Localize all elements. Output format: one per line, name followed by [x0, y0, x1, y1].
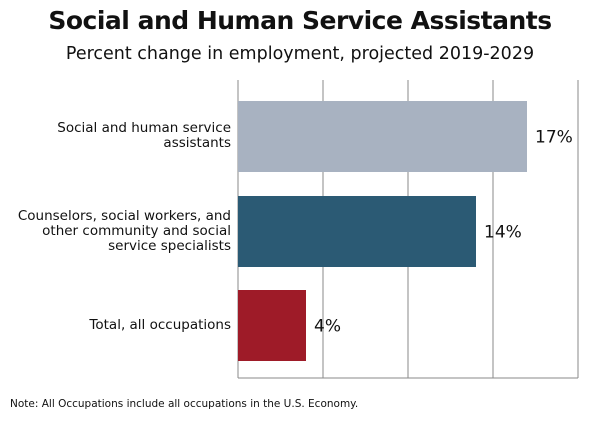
chart-title: Social and Human Service Assistants	[48, 6, 552, 35]
category-label: Total, all occupations	[89, 317, 231, 333]
chart-note: Note: All Occupations include all occupa…	[10, 398, 359, 410]
data-label: 17%	[535, 128, 573, 148]
data-label: 14%	[484, 223, 522, 243]
bar	[238, 196, 476, 267]
chart-subtitle: Percent change in employment, projected …	[65, 44, 535, 64]
category-label: Social and human service assistants	[57, 120, 231, 151]
bar	[238, 101, 527, 172]
category-label: Counselors, social workers, and other co…	[17, 208, 231, 254]
bar	[238, 290, 306, 361]
data-label: 4%	[314, 317, 341, 337]
